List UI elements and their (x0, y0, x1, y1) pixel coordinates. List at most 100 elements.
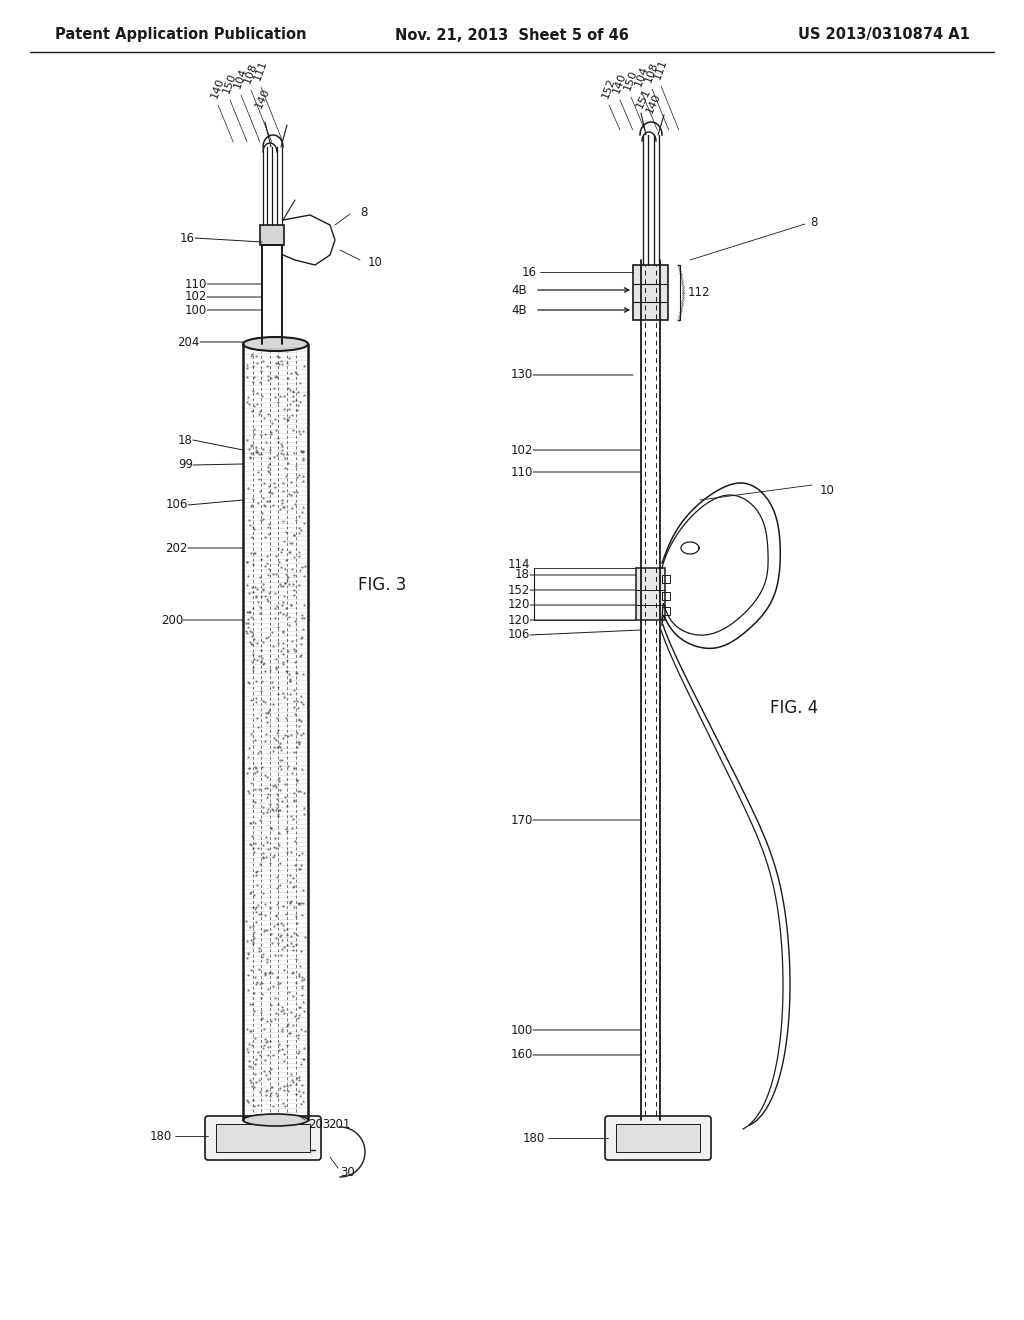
Point (276, 496, 293, 517)
Point (290, 1043, 306, 1064)
Point (291, 858, 307, 879)
Point (294, 966, 310, 987)
Point (244, 1035, 260, 1056)
Point (254, 503, 270, 524)
Text: 4B: 4B (511, 304, 527, 317)
Point (267, 418, 284, 440)
Point (275, 531, 292, 552)
Point (253, 1008, 269, 1030)
Point (280, 367, 296, 388)
Point (255, 508, 271, 529)
Text: 201: 201 (328, 1118, 350, 1130)
Point (239, 911, 255, 932)
Point (260, 1068, 276, 1089)
Point (247, 756, 263, 777)
Point (276, 725, 293, 746)
Point (266, 837, 283, 858)
Point (294, 557, 310, 578)
Point (279, 1035, 295, 1056)
Point (291, 1040, 307, 1061)
Point (246, 418, 262, 440)
Point (273, 640, 290, 661)
Point (292, 997, 308, 1018)
Point (276, 586, 293, 607)
Point (244, 994, 260, 1015)
Point (240, 616, 256, 638)
Point (245, 838, 261, 859)
Point (256, 1035, 272, 1056)
Point (292, 956, 308, 977)
Point (243, 723, 259, 744)
Point (253, 444, 269, 465)
Point (281, 640, 297, 661)
Point (252, 585, 268, 606)
Point (283, 925, 299, 946)
Point (274, 620, 291, 642)
Point (259, 711, 275, 733)
Point (259, 1010, 275, 1031)
Point (263, 1077, 280, 1098)
Point (243, 543, 259, 564)
Point (240, 609, 256, 630)
Point (282, 865, 298, 886)
Point (281, 664, 297, 685)
Point (242, 916, 258, 937)
Point (251, 469, 267, 490)
Point (245, 355, 261, 376)
Point (260, 590, 276, 611)
Point (288, 949, 304, 970)
Point (252, 854, 268, 875)
Point (273, 929, 290, 950)
Point (289, 912, 305, 933)
Point (272, 576, 289, 597)
Point (275, 1049, 292, 1071)
Point (267, 1082, 284, 1104)
Point (296, 607, 312, 628)
Point (275, 1044, 292, 1065)
Point (258, 826, 274, 847)
Point (282, 380, 298, 401)
Point (270, 771, 287, 792)
Point (257, 894, 273, 915)
Point (286, 391, 302, 412)
Point (264, 799, 281, 820)
Point (267, 1002, 284, 1023)
Point (246, 648, 262, 669)
Point (242, 393, 258, 414)
Point (289, 482, 305, 503)
Point (241, 1051, 257, 1072)
Point (240, 612, 256, 634)
Point (270, 676, 287, 697)
Point (279, 521, 295, 543)
Point (242, 834, 258, 855)
Text: 30: 30 (340, 1166, 354, 1179)
Point (290, 892, 306, 913)
Point (274, 480, 291, 502)
Text: 16: 16 (180, 231, 195, 244)
Point (296, 355, 312, 376)
Point (269, 632, 286, 653)
Point (285, 1072, 301, 1093)
Point (268, 966, 285, 987)
Point (297, 556, 313, 577)
Point (293, 692, 309, 713)
Point (251, 1081, 267, 1102)
Point (265, 776, 282, 797)
Point (292, 1086, 308, 1107)
Point (240, 942, 256, 964)
Point (240, 1019, 256, 1040)
Point (296, 384, 312, 405)
Point (261, 1060, 278, 1081)
Point (261, 513, 278, 535)
Point (279, 796, 295, 817)
Point (243, 634, 259, 655)
Point (267, 774, 284, 795)
Point (286, 876, 302, 898)
Text: US 2013/0310874 A1: US 2013/0310874 A1 (798, 28, 970, 42)
Text: 106: 106 (166, 499, 188, 511)
Text: 104: 104 (634, 65, 650, 88)
Point (259, 948, 275, 969)
Point (281, 347, 297, 368)
Point (253, 510, 269, 531)
Point (284, 594, 300, 615)
